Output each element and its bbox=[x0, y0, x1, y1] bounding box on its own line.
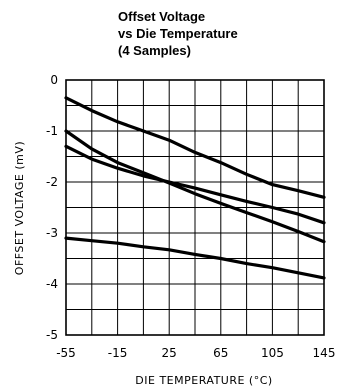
x-tick-labels: -55 -15 25 65 105 145 bbox=[56, 346, 335, 360]
y-tick-label: -5 bbox=[46, 328, 58, 342]
series-lines bbox=[64, 96, 326, 280]
chart-title-line-3: (4 Samples) bbox=[118, 43, 191, 58]
y-tick-label: -1 bbox=[46, 124, 58, 138]
x-axis-label: DIE TEMPERATURE (°C) bbox=[135, 374, 272, 387]
plot-frame bbox=[65, 79, 325, 336]
y-tick-labels: 0 -1 -2 -3 -4 -5 bbox=[46, 73, 58, 342]
chart-title-line-1: Offset Voltage bbox=[118, 9, 205, 24]
chart-title: Offset Voltage vs Die Temperature (4 Sam… bbox=[118, 9, 238, 58]
series-line-2 bbox=[64, 129, 326, 244]
y-tick-label: 0 bbox=[50, 73, 58, 87]
series-line-3 bbox=[64, 144, 326, 225]
x-tick-label: 25 bbox=[162, 346, 177, 360]
series-line-1 bbox=[64, 96, 326, 199]
chart-title-line-2: vs Die Temperature bbox=[118, 26, 238, 41]
grid bbox=[66, 80, 324, 335]
x-tick-label: 105 bbox=[261, 346, 284, 360]
x-tick-label: -15 bbox=[108, 346, 128, 360]
x-tick-label: 65 bbox=[213, 346, 228, 360]
y-tick-label: -4 bbox=[46, 277, 58, 291]
y-tick-label: -3 bbox=[46, 226, 58, 240]
y-axis-label: OFFSET VOLTAGE (mV) bbox=[13, 141, 26, 275]
y-tick-label: -2 bbox=[46, 175, 58, 189]
x-tick-label: -55 bbox=[56, 346, 76, 360]
x-tick-label: 145 bbox=[313, 346, 336, 360]
series-line-4 bbox=[64, 236, 326, 280]
